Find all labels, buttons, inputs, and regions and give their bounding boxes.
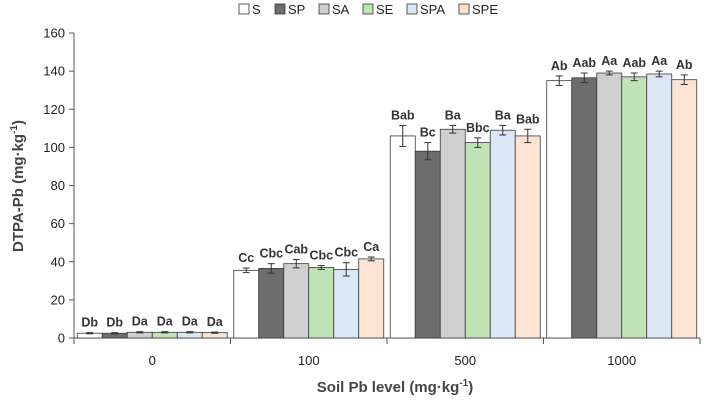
bar-spa-100 <box>333 268 360 339</box>
significance-label: Aab <box>572 56 596 70</box>
legend-swatch-spe <box>458 3 470 15</box>
significance-label: Cbc <box>259 247 283 261</box>
bar-se-1000 <box>621 76 648 339</box>
legend-label: SPE <box>472 2 498 17</box>
legend-label: SA <box>332 2 350 17</box>
x-axis-title: Soil Pb level (mg·kg-1) <box>317 378 473 396</box>
x-tick-label: 1000 <box>607 353 636 368</box>
significance-label: Aa <box>651 54 668 68</box>
significance-label: Da <box>182 315 199 329</box>
y-tick-label: 80 <box>51 178 65 193</box>
bar-s-500 <box>389 135 416 339</box>
y-tick-label: 140 <box>43 64 65 79</box>
legend-label: SE <box>376 2 394 17</box>
bar-sp-1000 <box>571 77 598 339</box>
legend-swatch-se <box>362 3 374 15</box>
y-axis-title: DTPA-Pb (mg·kg-1) <box>9 120 27 252</box>
significance-label: Bbc <box>466 121 490 135</box>
significance-label: Ba <box>495 108 512 122</box>
legend-label: SPA <box>420 2 445 17</box>
y-axis: 0 20 40 60 80 100 120 140 160 <box>43 26 75 346</box>
significance-label: Db <box>81 316 98 330</box>
significance-label: Ba <box>445 108 462 122</box>
bar-spe-500 <box>514 135 541 339</box>
significance-label: Cc <box>238 251 254 265</box>
x-tick-label: 100 <box>298 353 320 368</box>
y-tick-label: 160 <box>43 26 65 41</box>
significance-label: Bab <box>391 108 415 122</box>
significance-label: Bab <box>516 112 540 126</box>
legend-swatch-spa <box>406 3 418 15</box>
significance-label: Cbc <box>309 249 333 263</box>
x-axis: 0 100 500 1000 <box>73 337 701 368</box>
significance-label: Aa <box>601 54 618 68</box>
bar-sp-100 <box>258 268 285 339</box>
y-tick-label: 0 <box>58 331 65 346</box>
significance-label: Cbc <box>334 246 358 260</box>
legend-swatch-s <box>238 3 250 15</box>
legend-label: S <box>252 2 261 17</box>
bar-spe-100 <box>358 258 385 339</box>
y-tick-label: 60 <box>51 216 65 231</box>
bar-se-500 <box>464 142 491 339</box>
x-tick-label: 0 <box>149 353 156 368</box>
y-tick-label: 100 <box>43 140 65 155</box>
significance-label: Da <box>157 315 174 329</box>
bar-s-1000 <box>546 80 573 339</box>
significance-label: Aab <box>622 56 646 70</box>
significance-label: Cab <box>284 242 308 256</box>
bar-sa-100 <box>283 263 310 339</box>
legend-swatch-sp <box>274 3 286 15</box>
significance-label: Db <box>106 316 123 330</box>
significance-label: Bc <box>420 126 436 140</box>
legend-swatch-sa <box>318 3 330 15</box>
significance-label: Ab <box>676 58 693 72</box>
bars <box>76 70 698 339</box>
bar-spe-1000 <box>671 79 698 339</box>
bar-s-100 <box>233 269 260 339</box>
y-tick-label: 20 <box>51 292 65 307</box>
significance-label: Ca <box>363 240 380 254</box>
y-tick-label: 120 <box>43 102 65 117</box>
bar-sa-500 <box>439 128 466 339</box>
y-tick-label: 40 <box>51 254 65 269</box>
bar-se-100 <box>308 267 335 339</box>
bar-spa-500 <box>489 129 516 339</box>
significance-label: Ab <box>551 59 568 73</box>
legend: S SP SA SE SPA SPE <box>238 2 498 17</box>
significance-label: Da <box>132 315 149 329</box>
bar-spa-1000 <box>646 73 673 339</box>
legend-label: SP <box>288 2 305 17</box>
bar-sa-1000 <box>596 72 623 339</box>
bar-sp-500 <box>414 150 441 339</box>
significance-label: Da <box>207 315 224 329</box>
x-tick-label: 500 <box>454 353 476 368</box>
